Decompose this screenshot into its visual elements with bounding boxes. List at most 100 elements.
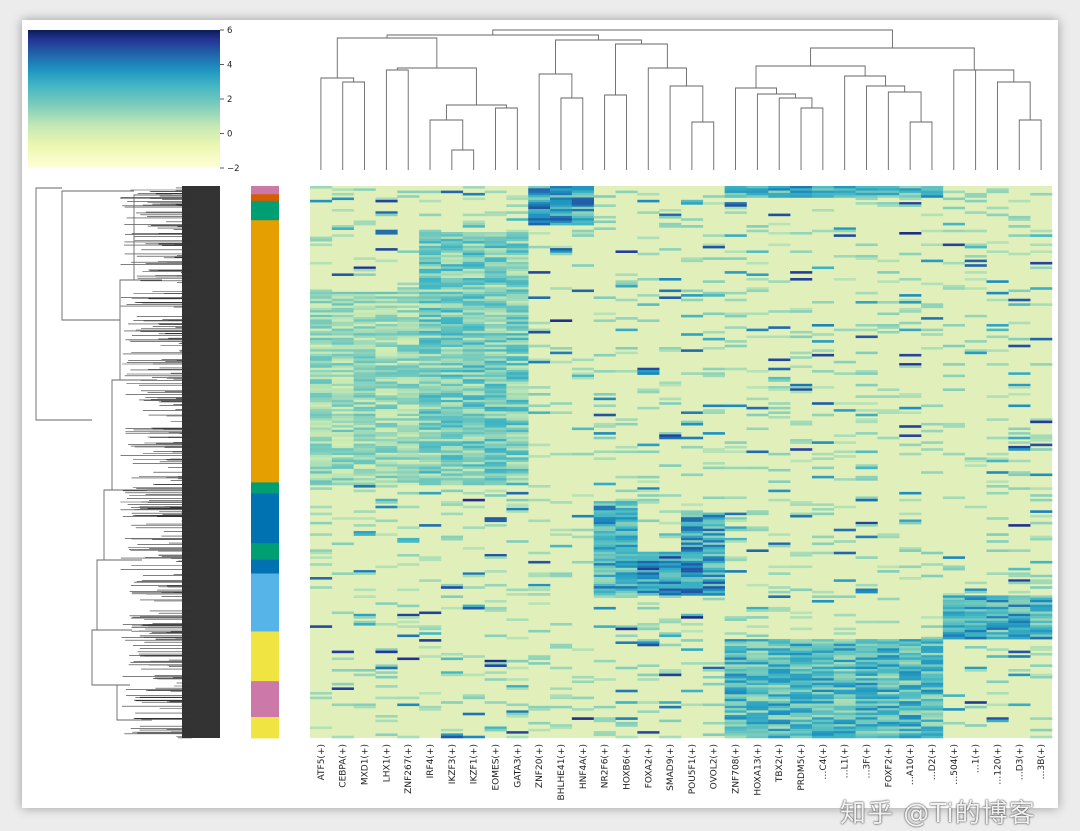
heatmap-cell — [593, 531, 616, 534]
heatmap-cell — [615, 717, 638, 720]
heatmap-cell — [375, 199, 398, 203]
heatmap-cell — [899, 721, 922, 725]
heatmap-cell — [768, 480, 791, 483]
heatmap-cell — [506, 284, 529, 288]
heatmap-cell — [1008, 234, 1031, 237]
heatmap-cell — [462, 273, 485, 276]
colorbar-gradient — [28, 30, 220, 168]
heatmap-cell — [419, 468, 442, 472]
heatmap-cell — [397, 372, 420, 375]
heatmap-cell — [593, 422, 616, 426]
heatmap-cell — [375, 666, 398, 670]
heatmap-cell — [484, 468, 507, 472]
heatmap-cell — [375, 425, 398, 428]
heatmap-cell — [833, 692, 856, 695]
heatmap-cell — [921, 643, 944, 647]
heatmap-cell — [419, 234, 442, 237]
heatmap-cell — [397, 383, 420, 387]
heatmap-cell — [790, 512, 813, 516]
heatmap-cell — [484, 275, 507, 279]
heatmap-cell — [440, 595, 464, 598]
heatmap-cell — [419, 284, 442, 288]
heatmap-cell — [855, 195, 878, 198]
heatmap-cell — [397, 388, 420, 391]
column-label: BHLHE41(+) — [557, 744, 567, 800]
heatmap-cell — [484, 271, 507, 274]
heatmap-cell — [440, 464, 464, 467]
heatmap-cell — [855, 689, 878, 693]
heatmap-cell — [397, 289, 420, 293]
heatmap-cell — [550, 245, 573, 249]
heatmap-cell — [855, 724, 878, 727]
heatmap-cell — [440, 340, 464, 343]
heatmap-cell — [855, 590, 878, 594]
heatmap-cell — [986, 471, 1009, 474]
heatmap-cell — [353, 623, 376, 626]
row-dendrogram-link — [133, 194, 172, 281]
heatmap-cell — [375, 395, 398, 398]
heatmap-cell — [375, 374, 398, 378]
heatmap-cell — [528, 551, 551, 555]
heatmap-cell — [440, 439, 464, 442]
heatmap-cell — [484, 367, 507, 371]
heatmap-cell — [440, 478, 464, 481]
row-annotation-segment — [251, 681, 279, 718]
heatmap-cell — [462, 268, 485, 272]
heatmap-cell — [310, 399, 333, 403]
heatmap-cell — [550, 411, 573, 414]
row-annotation-segment — [251, 186, 279, 195]
heatmap-cell — [637, 731, 660, 734]
heatmap-cell — [811, 708, 835, 711]
heatmap-cell — [462, 261, 485, 265]
heatmap-cell — [746, 188, 769, 191]
heatmap-cell — [331, 735, 354, 739]
heatmap-cell — [746, 666, 769, 670]
heatmap-cell — [484, 489, 507, 493]
heatmap-cell — [440, 462, 464, 465]
heatmap-cell — [855, 324, 878, 327]
heatmap-cell — [877, 620, 900, 624]
heatmap-cell — [855, 717, 878, 720]
heatmap-cell — [440, 301, 464, 304]
heatmap-cell — [397, 386, 420, 389]
heatmap-cell — [615, 512, 638, 516]
heatmap-cell — [310, 342, 333, 345]
heatmap-cell — [746, 643, 769, 647]
heatmap-cell — [375, 376, 398, 380]
heatmap-cell — [506, 374, 529, 378]
heatmap-cell — [702, 496, 725, 500]
heatmap-cell — [790, 195, 813, 198]
heatmap-cell — [921, 192, 944, 196]
heatmap-cell — [528, 190, 551, 194]
heatmap-cell — [571, 528, 594, 532]
heatmap-cell — [353, 462, 376, 465]
heatmap-cell — [833, 505, 856, 509]
heatmap-cell — [746, 733, 769, 736]
heatmap-cell — [681, 436, 704, 440]
heatmap-cell — [811, 648, 835, 651]
heatmap-cell — [768, 687, 791, 690]
heatmap-cell — [440, 673, 464, 677]
heatmap-cell — [921, 680, 944, 684]
heatmap-cell — [484, 420, 507, 424]
heatmap-cell — [964, 611, 987, 615]
heatmap-cell — [310, 340, 333, 343]
heatmap-cell — [702, 374, 725, 378]
heatmap-cell — [310, 625, 333, 628]
heatmap-cell — [899, 202, 922, 205]
heatmap-cell — [615, 563, 638, 566]
heatmap-cell — [419, 425, 442, 428]
heatmap-cell — [659, 494, 682, 497]
heatmap-cell — [921, 678, 944, 681]
heatmap-cell — [440, 294, 464, 297]
heatmap-cell — [615, 475, 638, 479]
heatmap-cell — [506, 443, 529, 447]
heatmap-cell — [681, 533, 704, 536]
heatmap-cell — [550, 347, 573, 350]
heatmap-cell — [877, 678, 900, 681]
heatmap-cell — [615, 721, 638, 725]
heatmap-cell — [986, 609, 1009, 612]
heatmap-cell — [484, 289, 507, 293]
heatmap-cell — [768, 698, 791, 702]
heatmap-cell — [506, 393, 529, 396]
